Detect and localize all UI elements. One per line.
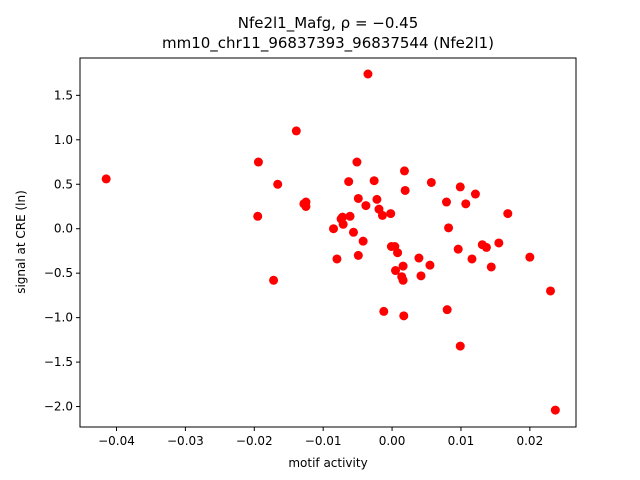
- data-point: [398, 275, 408, 285]
- x-tick-label: −0.04: [98, 434, 135, 448]
- data-point: [301, 201, 311, 211]
- x-tick-label: 0.02: [516, 434, 543, 448]
- data-point: [425, 260, 435, 270]
- y-tick-label: −1.0: [44, 311, 73, 325]
- data-point: [273, 179, 283, 189]
- data-point: [337, 212, 347, 222]
- y-tick-label: −2.0: [44, 400, 73, 414]
- data-point: [494, 238, 504, 248]
- chart-title-line2: mm10_chr11_96837393_96837544 (Nfe2l1): [162, 34, 494, 53]
- data-point: [353, 193, 363, 203]
- data-point: [332, 254, 342, 264]
- data-point: [444, 223, 454, 233]
- data-point: [369, 176, 379, 186]
- data-point: [345, 211, 355, 221]
- data-point: [414, 253, 424, 263]
- data-point: [486, 262, 496, 272]
- data-point: [398, 261, 408, 271]
- y-tick-label: 0.5: [54, 177, 73, 191]
- data-point: [550, 405, 560, 415]
- data-point: [399, 311, 409, 321]
- plot-frame: [79, 57, 577, 428]
- x-tick-label: −0.03: [167, 434, 204, 448]
- y-tick-label: 0.0: [54, 222, 73, 236]
- data-point: [455, 341, 465, 351]
- data-point: [348, 227, 358, 237]
- data-point: [416, 271, 426, 281]
- y-axis-label: signal at CRE (ln): [14, 190, 28, 294]
- y-tick-label: −1.5: [44, 355, 73, 369]
- y-tick-label: −0.5: [44, 266, 73, 280]
- data-point: [363, 69, 373, 79]
- data-points: [101, 69, 560, 415]
- data-point: [386, 209, 396, 219]
- data-point: [101, 174, 111, 184]
- data-point: [399, 166, 409, 176]
- data-point: [470, 189, 480, 199]
- data-point: [455, 182, 465, 192]
- data-point: [441, 197, 451, 207]
- x-tick-label: −0.01: [305, 434, 342, 448]
- x-tick-label: 0.00: [379, 434, 406, 448]
- data-point: [361, 201, 371, 211]
- data-point: [377, 210, 387, 220]
- data-point: [372, 194, 382, 204]
- y-axis-ticks: −2.0 −1.5 −1.0 −0.5 0.0 0.5 1.0 1.5: [44, 88, 80, 414]
- data-point: [269, 275, 279, 285]
- data-point: [400, 185, 410, 195]
- data-point: [503, 209, 513, 219]
- data-point: [461, 199, 471, 209]
- data-point: [352, 157, 362, 167]
- x-tick-label: 0.01: [448, 434, 475, 448]
- data-point: [253, 157, 263, 167]
- data-point: [358, 236, 368, 246]
- x-axis-label: motif activity: [288, 456, 367, 470]
- chart-title-line1: Nfe2l1_Mafg, ρ = −0.45: [238, 14, 419, 33]
- data-point: [353, 250, 363, 260]
- data-point: [453, 244, 463, 254]
- x-tick-label: −0.02: [236, 434, 273, 448]
- data-point: [426, 177, 436, 187]
- data-point: [467, 254, 477, 264]
- data-point: [442, 305, 452, 315]
- data-point: [291, 126, 301, 136]
- data-point: [344, 177, 354, 187]
- x-axis-ticks: −0.04 −0.03 −0.02 −0.01 0.00 0.01 0.02: [98, 427, 543, 448]
- data-point: [546, 286, 556, 296]
- data-point: [393, 248, 403, 258]
- y-tick-label: 1.5: [54, 88, 73, 102]
- data-point: [481, 242, 491, 252]
- data-point: [379, 306, 389, 316]
- data-point: [391, 266, 401, 276]
- data-point: [338, 219, 348, 229]
- data-point: [329, 224, 339, 234]
- data-point: [253, 211, 263, 221]
- data-point: [525, 252, 535, 262]
- y-tick-label: 1.0: [54, 133, 73, 147]
